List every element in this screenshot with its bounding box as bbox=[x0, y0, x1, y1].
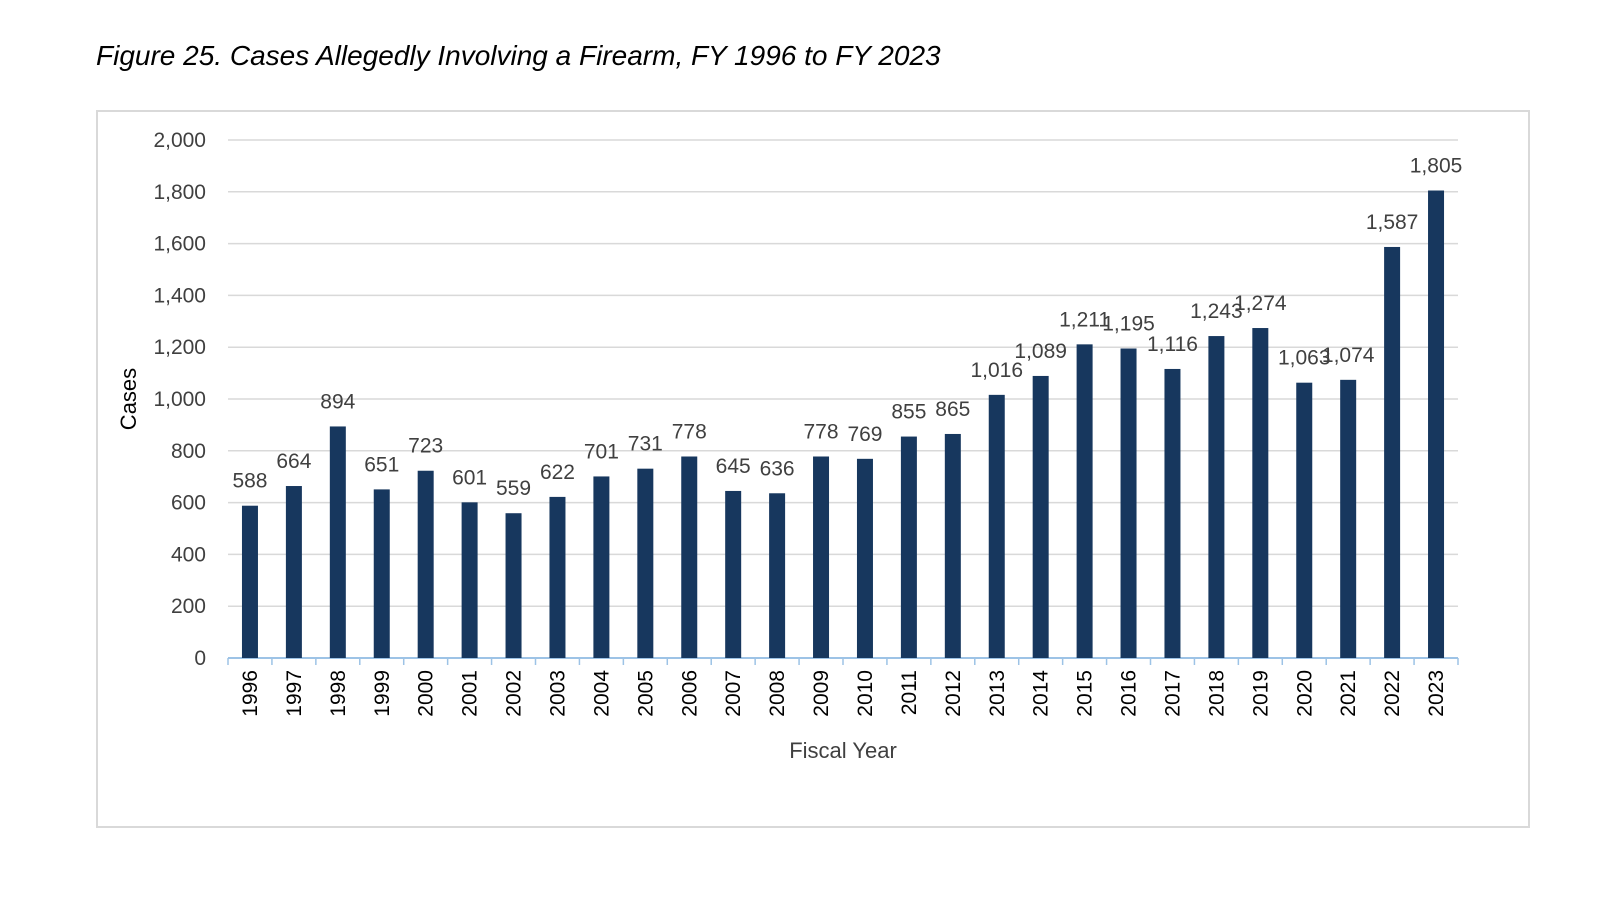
x-tick-label: 2006 bbox=[678, 670, 701, 717]
bar bbox=[637, 469, 653, 658]
x-tick-label: 2014 bbox=[1030, 670, 1053, 717]
data-label: 769 bbox=[847, 423, 882, 446]
bar bbox=[330, 426, 346, 658]
bar bbox=[374, 489, 390, 658]
bar bbox=[593, 476, 609, 658]
bar bbox=[1033, 376, 1049, 658]
data-label: 1,805 bbox=[1410, 155, 1463, 178]
data-label: 588 bbox=[232, 470, 267, 493]
y-tick-label: 2,000 bbox=[153, 129, 206, 152]
figure-title: Figure 25. Cases Allegedly Involving a F… bbox=[96, 40, 941, 72]
x-tick-label: 2023 bbox=[1425, 670, 1448, 717]
y-tick-label: 800 bbox=[171, 440, 206, 463]
data-label: 701 bbox=[584, 440, 619, 463]
bar bbox=[1252, 328, 1268, 658]
bar bbox=[1296, 383, 1312, 658]
x-tick-label: 2003 bbox=[546, 670, 569, 717]
bar bbox=[1077, 344, 1093, 658]
data-label: 1,074 bbox=[1322, 344, 1375, 367]
y-tick-label: 1,000 bbox=[153, 388, 206, 411]
y-tick-label: 1,600 bbox=[153, 233, 206, 256]
x-tick-label: 1998 bbox=[327, 670, 350, 717]
x-tick-label: 2010 bbox=[854, 670, 877, 717]
bar bbox=[1340, 380, 1356, 658]
x-tick-label: 2009 bbox=[810, 670, 833, 717]
x-tick-label: 2021 bbox=[1337, 670, 1360, 717]
x-tick-label: 1997 bbox=[283, 670, 306, 717]
bar bbox=[1164, 369, 1180, 658]
x-tick-label: 1999 bbox=[371, 670, 394, 717]
x-tick-label: 2001 bbox=[459, 670, 482, 717]
x-tick-label: 2000 bbox=[415, 670, 438, 717]
data-label: 723 bbox=[408, 435, 443, 458]
x-tick-label: 2022 bbox=[1381, 670, 1404, 717]
x-tick-label: 2020 bbox=[1293, 670, 1316, 717]
data-label: 645 bbox=[716, 455, 751, 478]
data-label: 731 bbox=[628, 433, 663, 456]
chart-area: 0 200 400 600 800 1,000 1,200 1,400 1,600 1,800 2,… bbox=[96, 110, 1530, 828]
data-label: 894 bbox=[320, 390, 355, 413]
bar bbox=[901, 437, 917, 658]
x-tick-label: 2002 bbox=[503, 670, 526, 717]
bar bbox=[813, 456, 829, 658]
bar bbox=[769, 493, 785, 658]
data-label: 1,587 bbox=[1366, 211, 1419, 234]
bar bbox=[1208, 336, 1224, 658]
x-tick-label: 2019 bbox=[1249, 670, 1272, 717]
bar bbox=[549, 497, 565, 658]
x-tick-label: 2015 bbox=[1074, 670, 1097, 717]
data-label: 651 bbox=[364, 453, 399, 476]
bar bbox=[945, 434, 961, 658]
bar bbox=[1121, 348, 1137, 658]
data-label: 855 bbox=[891, 401, 926, 424]
bar bbox=[857, 459, 873, 658]
data-label: 664 bbox=[276, 450, 311, 473]
x-tick-label: 2011 bbox=[898, 670, 921, 715]
x-tick-label: 1996 bbox=[239, 670, 262, 717]
bar bbox=[242, 506, 258, 658]
bar bbox=[418, 471, 434, 658]
data-label: 1,089 bbox=[1014, 340, 1067, 363]
y-tick-label: 1,200 bbox=[153, 336, 206, 359]
y-tick-label: 0 bbox=[194, 647, 206, 670]
bar bbox=[1384, 247, 1400, 658]
x-tick-label: 2017 bbox=[1161, 670, 1184, 717]
data-label: 636 bbox=[760, 457, 795, 480]
y-tick-label: 600 bbox=[171, 492, 206, 515]
x-tick-label: 2008 bbox=[766, 670, 789, 717]
x-tick-label: 2018 bbox=[1205, 670, 1228, 717]
data-label: 1,274 bbox=[1234, 292, 1287, 315]
bar bbox=[506, 513, 522, 658]
bar bbox=[286, 486, 302, 658]
x-tick-label: 2016 bbox=[1118, 670, 1141, 717]
x-axis-title: Fiscal Year bbox=[789, 738, 897, 763]
x-tick-label: 2007 bbox=[722, 670, 745, 717]
bar-chart: 0 200 400 600 800 1,000 1,200 1,400 1,600 1,800 2,… bbox=[98, 112, 1532, 830]
y-tick-label: 400 bbox=[171, 543, 206, 566]
data-label: 622 bbox=[540, 461, 575, 484]
bar bbox=[989, 395, 1005, 658]
x-tick-label: 2004 bbox=[590, 670, 613, 717]
bar bbox=[462, 502, 478, 658]
data-label: 778 bbox=[804, 420, 839, 443]
data-label: 601 bbox=[452, 466, 487, 489]
x-tick-label: 2012 bbox=[942, 670, 965, 717]
data-label: 1,116 bbox=[1147, 333, 1198, 356]
y-tick-label: 1,400 bbox=[153, 284, 206, 307]
bar bbox=[1428, 191, 1444, 658]
y-tick-label: 200 bbox=[171, 595, 206, 618]
x-tick-label: 2013 bbox=[986, 670, 1009, 717]
data-label: 778 bbox=[672, 420, 707, 443]
data-label: 865 bbox=[935, 398, 970, 421]
bar bbox=[725, 491, 741, 658]
bar bbox=[681, 456, 697, 658]
y-axis-title: Cases bbox=[116, 368, 141, 430]
y-tick-label: 1,800 bbox=[153, 181, 206, 204]
data-label: 559 bbox=[496, 477, 531, 500]
x-tick-label: 2005 bbox=[634, 670, 657, 717]
